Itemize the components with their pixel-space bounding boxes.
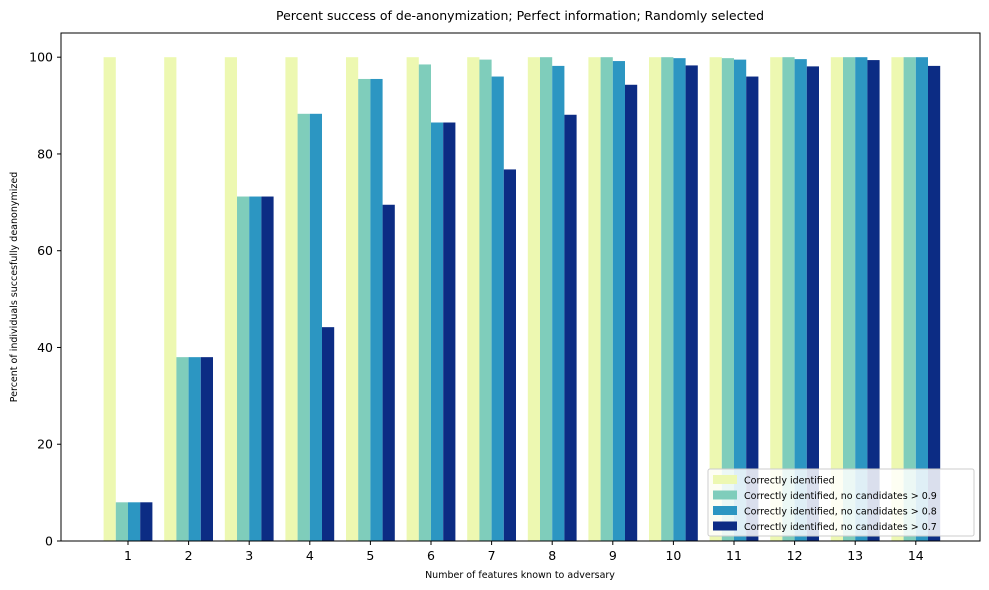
y-tick-label: 60 — [37, 243, 53, 258]
bar-series-4 — [746, 76, 759, 541]
bar-series-4 — [564, 114, 577, 541]
x-tick-label: 8 — [548, 548, 556, 563]
bar-series-2 — [600, 57, 613, 541]
bar-series-4 — [382, 204, 395, 541]
bar-series-2 — [661, 57, 674, 541]
x-tick-label: 9 — [609, 548, 617, 563]
bar-series-2 — [176, 357, 189, 541]
bar-series-2 — [297, 113, 310, 542]
legend-label: Correctly identified — [744, 476, 835, 487]
bar-series-4 — [625, 84, 638, 542]
bar-series-1 — [164, 57, 177, 541]
x-tick-label: 7 — [488, 548, 496, 563]
bar-series-4 — [928, 65, 941, 542]
x-tick-label: 3 — [245, 548, 253, 563]
bar-series-3 — [431, 122, 444, 541]
bar-series-1 — [588, 57, 601, 541]
bar-series-1 — [346, 57, 359, 541]
bar-series-2 — [479, 59, 492, 542]
y-axis: 0 20 40 60 80 100 — [29, 50, 61, 549]
bar-series-3 — [188, 357, 201, 541]
x-tick-label: 12 — [787, 548, 803, 563]
legend-swatch — [713, 475, 737, 484]
y-tick-label: 100 — [29, 50, 53, 65]
bar-series-3 — [734, 59, 747, 542]
chart-title: Percent success of de-anonymization; Per… — [276, 8, 764, 23]
x-tick-label: 13 — [847, 548, 863, 563]
x-axis-label: Number of features known to adversary — [425, 570, 615, 581]
bar-series-2 — [903, 57, 916, 541]
bar-series-1 — [649, 57, 662, 541]
bar-series-4 — [443, 122, 456, 541]
bar-series-3 — [673, 58, 686, 541]
bar-series-1 — [770, 57, 783, 541]
bar-series-1 — [527, 57, 540, 541]
bar-series-4 — [867, 60, 880, 542]
bar-series-1 — [406, 57, 419, 541]
bar-series-2 — [237, 196, 250, 541]
legend-swatch — [713, 521, 737, 531]
x-tick-label: 14 — [908, 548, 924, 563]
x-tick-label: 10 — [665, 548, 681, 563]
bar-series-3 — [249, 196, 262, 541]
bar-series-4 — [200, 357, 213, 541]
x-tick-label: 2 — [185, 548, 193, 563]
bar-series-3 — [309, 113, 322, 542]
bar-series-1 — [891, 57, 904, 541]
bar-series-4 — [140, 502, 153, 541]
bar-series-3 — [794, 59, 807, 541]
legend-label: Correctly identified, no candidates > 0.… — [744, 507, 937, 518]
bar-series-1 — [830, 57, 843, 541]
bar-series-3 — [915, 57, 928, 541]
y-tick-label: 40 — [37, 340, 53, 355]
legend-label: Correctly identified, no candidates > 0.… — [744, 522, 937, 533]
y-axis-label: Percent of individuals succesfully deano… — [9, 172, 20, 402]
bar-series-4 — [806, 66, 819, 541]
bar-series-2 — [115, 502, 128, 541]
bar-series-1 — [285, 57, 298, 541]
bar-series-2 — [418, 64, 431, 541]
bar-series-1 — [103, 57, 116, 541]
x-tick-label: 6 — [427, 548, 435, 563]
x-tick-label: 4 — [306, 548, 314, 563]
bar-series-2 — [540, 57, 553, 541]
legend-swatch — [713, 490, 737, 500]
y-tick-label: 20 — [37, 437, 53, 452]
x-tick-label: 11 — [726, 548, 742, 563]
plot-frame — [60, 32, 981, 542]
bar-series-3 — [612, 61, 625, 542]
x-tick-label: 5 — [366, 548, 374, 563]
bar-series-2 — [843, 57, 856, 541]
bar-series-4 — [322, 327, 335, 541]
bar-series-3 — [491, 76, 504, 541]
bars-group — [103, 57, 941, 542]
bar-series-2 — [358, 78, 371, 542]
bar-series-3 — [552, 65, 565, 542]
legend-box — [707, 468, 975, 537]
bar-series-4 — [685, 65, 698, 542]
bar-series-3 — [370, 78, 383, 542]
legend-swatch — [713, 506, 737, 515]
legend: Correctly identified Correctly identified… — [707, 468, 975, 537]
bar-series-4 — [503, 169, 516, 541]
bar-series-3 — [128, 502, 141, 541]
bar-series-3 — [855, 57, 868, 541]
bar-series-2 — [782, 57, 795, 541]
bar-series-1 — [467, 57, 480, 541]
bar-series-4 — [261, 196, 274, 541]
y-tick-label: 80 — [37, 146, 53, 161]
bar-series-1 — [709, 57, 722, 541]
legend-label: Correctly identified, no candidates > 0.… — [744, 491, 937, 502]
x-axis: 1 2 3 4 5 6 7 8 9 10 11 12 13 14 — [124, 541, 924, 563]
bar-series-2 — [721, 58, 734, 541]
x-tick-label: 1 — [124, 548, 132, 563]
y-tick-label: 0 — [45, 534, 53, 549]
bar-series-1 — [224, 57, 237, 541]
